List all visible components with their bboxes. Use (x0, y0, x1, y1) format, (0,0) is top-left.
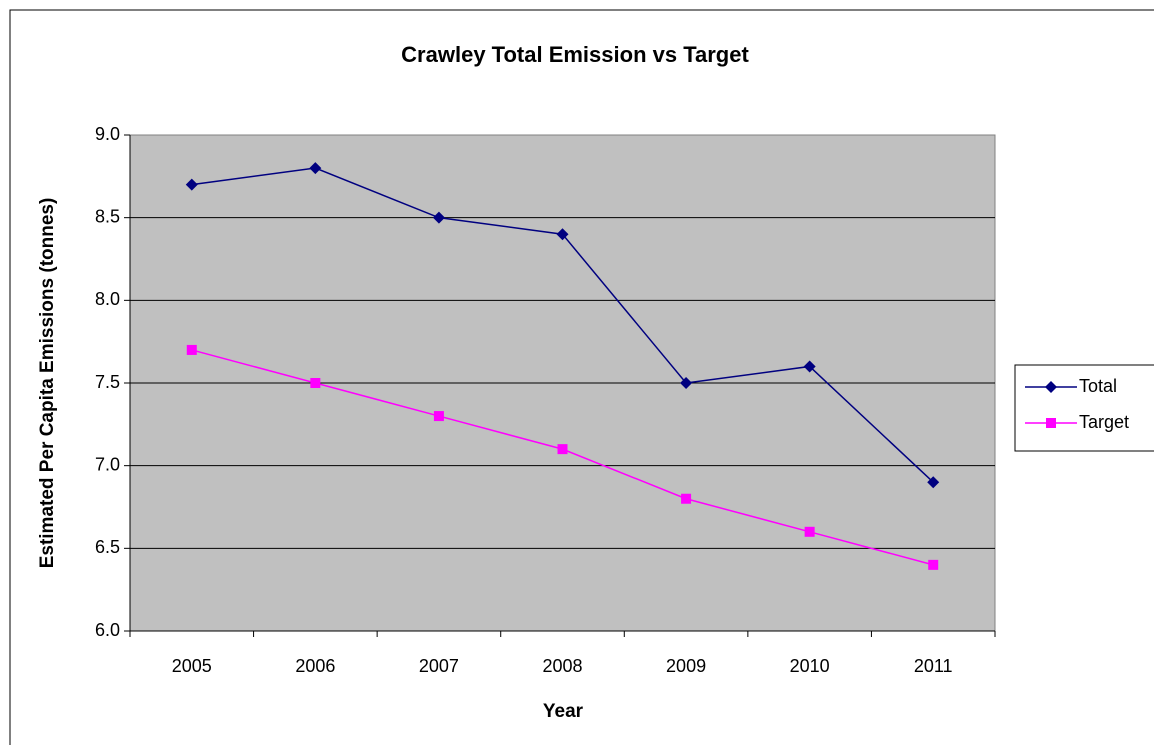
y-tick-label: 6.0 (95, 620, 120, 640)
y-axis-label: Estimated Per Capita Emissions (tonnes) (37, 198, 58, 569)
y-tick-label: 9.0 (95, 124, 120, 144)
y-tick-label: 6.5 (95, 537, 120, 557)
data-point (186, 344, 197, 355)
data-point (804, 526, 815, 537)
legend-marker (1045, 381, 1057, 393)
data-point (556, 228, 569, 241)
data-point (557, 444, 568, 455)
data-point (185, 178, 198, 191)
data-point (681, 493, 692, 504)
data-point (927, 476, 940, 489)
data-point (928, 559, 939, 570)
x-tick-label: 2005 (172, 656, 212, 676)
chart-title: Crawley Total Emission vs Target (401, 42, 749, 67)
legend-box (1014, 364, 1154, 452)
x-axis-label: Year (543, 701, 584, 722)
x-tick-label: 2006 (295, 656, 335, 676)
legend-marker (1046, 418, 1056, 428)
x-tick-label: 2009 (666, 656, 706, 676)
y-tick-label: 8.5 (95, 206, 120, 226)
y-tick-label: 7.5 (95, 372, 120, 392)
x-tick-label: 2010 (790, 656, 830, 676)
data-point (680, 377, 693, 389)
legend-label: Target (1079, 412, 1129, 432)
data-point (433, 411, 444, 422)
legend-label: Total (1079, 376, 1117, 396)
x-tick-label: 2008 (542, 656, 582, 676)
data-point (310, 378, 321, 388)
y-tick-label: 7.0 (95, 454, 120, 474)
x-tick-label: 2011 (914, 656, 953, 676)
y-tick-label: 8.0 (95, 289, 120, 309)
data-point (432, 211, 445, 224)
data-point (309, 162, 322, 175)
x-tick-label: 2007 (419, 656, 459, 676)
data-point (803, 360, 816, 373)
